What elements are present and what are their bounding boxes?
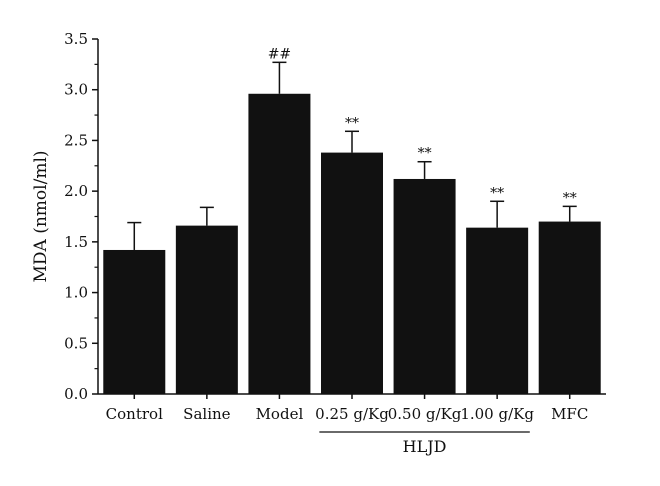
y-tick-label: 1.5 <box>64 233 88 251</box>
significance-marker: ** <box>563 190 577 206</box>
x-category-label: Model <box>256 405 304 423</box>
y-tick-label: 2.0 <box>64 182 88 200</box>
y-tick-label: 1.0 <box>64 284 88 302</box>
x-category-label: 0.50 g/Kg <box>388 405 462 423</box>
y-axis-ticks: 0.0 0.5 1.0 1.5 2.0 2.5 3.0 3.5 <box>64 30 98 403</box>
y-tick-label: 2.5 <box>64 131 88 149</box>
y-tick-label: 0.0 <box>64 385 88 403</box>
error-bars <box>127 61 577 250</box>
x-category-label: Control <box>106 405 163 423</box>
bar <box>321 152 383 394</box>
x-category-label: 1.00 g/Kg <box>460 405 534 423</box>
bar <box>538 221 601 394</box>
y-tick-label: 3.5 <box>64 30 88 48</box>
bar <box>248 93 311 395</box>
bar <box>175 225 238 394</box>
bars <box>103 93 601 395</box>
significance-marker: ## <box>268 46 291 62</box>
bar <box>103 249 166 394</box>
x-category-label: MFC <box>551 405 588 423</box>
y-axis-title: MDA (nmol/ml) <box>31 150 51 282</box>
x-category-label: 0.25 g/Kg <box>315 405 389 423</box>
significance-marker: ** <box>345 115 359 131</box>
y-tick-label: 0.5 <box>64 334 88 352</box>
bar <box>393 178 456 394</box>
y-tick-label: 3.0 <box>64 81 88 99</box>
group-label: HLJD <box>403 437 447 456</box>
significance-markers: ## ** ** ** ** <box>268 46 577 206</box>
significance-marker: ** <box>418 146 432 162</box>
significance-marker: ** <box>490 185 504 201</box>
x-category-label: Saline <box>183 405 230 423</box>
bar <box>466 227 529 394</box>
x-axis-labels: Control Saline Model 0.25 g/Kg0.50 g/Kg1.00… <box>106 394 588 423</box>
